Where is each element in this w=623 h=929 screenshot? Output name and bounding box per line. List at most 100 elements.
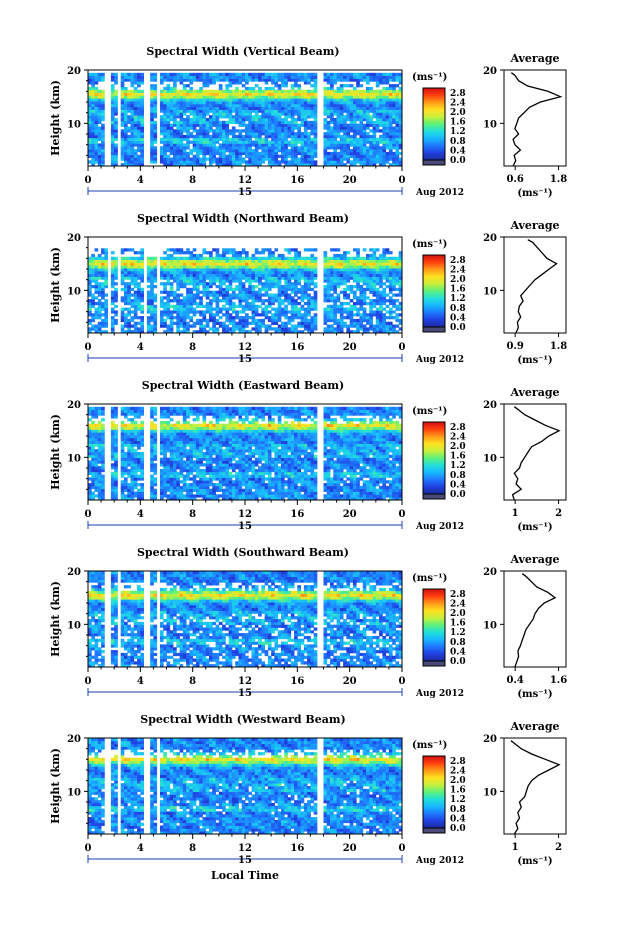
heatmap-cell (251, 72, 256, 77)
heatmap-cell (323, 140, 328, 144)
heatmap-cell (339, 149, 344, 153)
heatmap-cell (274, 330, 279, 334)
heatmap-cell (339, 154, 344, 158)
heatmap-cell (290, 248, 295, 252)
heatmap-cell (307, 106, 311, 110)
heatmap-cell (159, 109, 164, 113)
heatmap-cell (385, 118, 390, 122)
heatmap-cell (137, 123, 141, 127)
heatmap-cell (163, 301, 167, 306)
heatmap-cell (300, 313, 305, 317)
heatmap-cell (398, 268, 403, 272)
heatmap-cell (300, 134, 305, 139)
heatmap-cell (336, 140, 341, 144)
heatmap-cell (251, 86, 256, 91)
heatmap-cell (114, 157, 118, 161)
heatmap-cell (153, 98, 158, 102)
heatmap-cell (356, 273, 360, 277)
heatmap-cell (261, 310, 266, 314)
heatmap-cell (366, 126, 370, 130)
heatmap-cell (385, 132, 390, 136)
heatmap-cell (388, 310, 393, 314)
heatmap-cell (254, 251, 259, 255)
heatmap-cell (313, 103, 318, 108)
heatmap-cell (362, 98, 367, 102)
heatmap-cell (258, 330, 262, 334)
heatmap-cell (195, 253, 200, 258)
heatmap-cell (359, 273, 364, 277)
heatmap-cell (153, 123, 158, 127)
heatmap-cell (251, 98, 256, 102)
heatmap-cell (310, 256, 315, 260)
heatmap-cell (241, 316, 246, 320)
heatmap-cell (343, 92, 347, 96)
heatmap-cell (385, 103, 390, 108)
heatmap-cell (235, 259, 239, 263)
heatmap-cell (146, 279, 151, 283)
heatmap-cell (310, 316, 315, 320)
heatmap-cell (150, 115, 154, 119)
heatmap-cell (343, 75, 347, 79)
heatmap-cell (127, 151, 131, 156)
heatmap-cell (202, 313, 207, 317)
heatmap-cell (398, 287, 403, 292)
heatmap-cell (294, 304, 298, 308)
heatmap-cell (307, 140, 311, 144)
heatmap-cell (104, 293, 109, 297)
heatmap-cell (179, 259, 184, 263)
heatmap-cell (287, 103, 292, 108)
heatmap-cell (307, 103, 311, 108)
heatmap-cell (310, 276, 315, 280)
heatmap-cell (398, 75, 403, 79)
heatmap-cell (127, 129, 131, 133)
heatmap-cell (274, 112, 279, 116)
heatmap-cell (359, 307, 364, 311)
heatmap-cell (375, 276, 380, 280)
heatmap-cell (179, 310, 184, 314)
heatmap-cell (382, 140, 387, 144)
heatmap-cell (130, 126, 135, 130)
heatmap-cell (330, 103, 334, 108)
heatmap-cell (228, 273, 233, 277)
heatmap-cell (395, 101, 400, 105)
heatmap-cell (140, 248, 144, 252)
heatmap-cell (123, 290, 128, 294)
heatmap-cell (284, 290, 288, 294)
heatmap-cell (182, 265, 187, 269)
heatmap-cell (359, 123, 364, 127)
heatmap-cell (245, 313, 249, 317)
heatmap-cell (182, 89, 187, 93)
heatmap-cell (225, 256, 230, 260)
heatmap-cell (261, 92, 266, 96)
heatmap-cell (336, 146, 341, 150)
heatmap-cell (330, 285, 334, 289)
heatmap-cell (392, 276, 396, 280)
heatmap-cell (388, 301, 393, 306)
x-tick-label: 0 (85, 342, 92, 353)
heatmap-cell (130, 310, 135, 314)
heatmap-cell (307, 134, 311, 139)
heatmap-cell (123, 72, 128, 77)
heatmap-cell (110, 112, 115, 116)
heatmap-cell (372, 154, 377, 158)
heatmap-cell (225, 273, 230, 277)
heatmap-cell (395, 134, 400, 139)
heatmap-cell (218, 259, 223, 263)
heatmap-cell (179, 78, 184, 82)
heatmap-cell (267, 318, 272, 323)
heatmap-cell (366, 256, 370, 260)
heatmap-cell (271, 81, 275, 85)
heatmap-cell (290, 282, 295, 286)
heatmap-cell (153, 321, 158, 325)
heatmap-cell (251, 293, 256, 297)
heatmap-cell (127, 106, 131, 110)
heatmap-cell (251, 123, 256, 127)
heatmap-cell (97, 321, 102, 325)
heatmap-cell (182, 123, 187, 127)
heatmap-cell (91, 301, 95, 306)
heatmap-cell (251, 115, 256, 119)
heatmap-cell (173, 137, 177, 141)
heatmap-cell (166, 310, 171, 314)
heatmap-cell (323, 330, 328, 334)
heatmap-cell (254, 92, 259, 96)
